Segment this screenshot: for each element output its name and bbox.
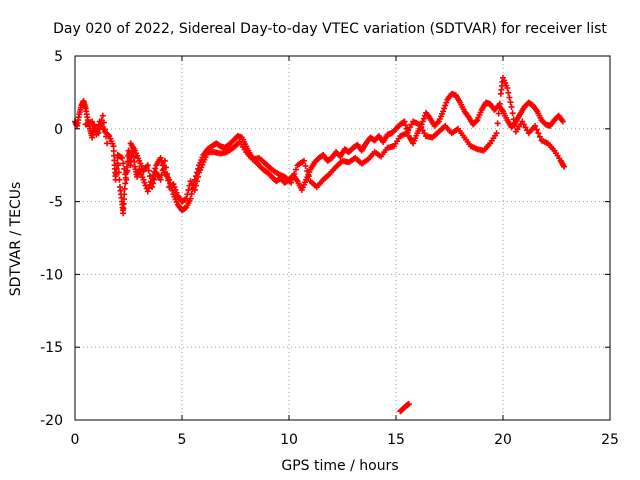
data-point-fill [510,110,516,116]
y-tick-label: -5 [49,195,63,211]
data-point [100,113,106,119]
x-tick-label: 25 [601,432,619,448]
data-point-fill [441,105,447,111]
y-tick-label: -15 [40,340,63,356]
data-point-fill [507,99,513,105]
data-point-fill [116,177,122,183]
data-point-fill [142,180,148,186]
chart: Day 020 of 2022, Sidereal Day-to-day VTE… [0,0,640,480]
x-axis-label: GPS time / hours [281,458,398,474]
data-series-sdtvar [72,75,567,414]
data-point-fill [185,187,191,193]
data-point-fill [505,90,511,96]
x-tick-label: 15 [387,432,405,448]
x-tick-label: 20 [494,432,512,448]
data-point-fill [495,120,501,126]
data-point-fill [421,116,427,122]
y-tick-label: -20 [40,413,63,429]
axis-ticks: 0 5 10 15 20 25 5 0 -5 -10 -15 -20 [40,49,619,448]
y-tick-label: -10 [40,267,63,283]
y-tick-label: 0 [54,122,63,138]
data-point-fill [122,180,128,186]
y-tick-label: 5 [54,49,63,65]
data-point [145,188,151,194]
x-tick-label: 5 [178,432,187,448]
chart-title: Day 020 of 2022, Sidereal Day-to-day VTE… [53,21,607,37]
y-axis-label: SDTVAR / TECUs [8,182,24,297]
grid [75,56,610,420]
data-point-fill [506,94,512,100]
plot-frame [75,56,610,420]
data-point [509,104,515,110]
x-tick-label: 0 [71,432,80,448]
data-point-fill [442,103,448,109]
x-tick-label: 10 [280,432,298,448]
